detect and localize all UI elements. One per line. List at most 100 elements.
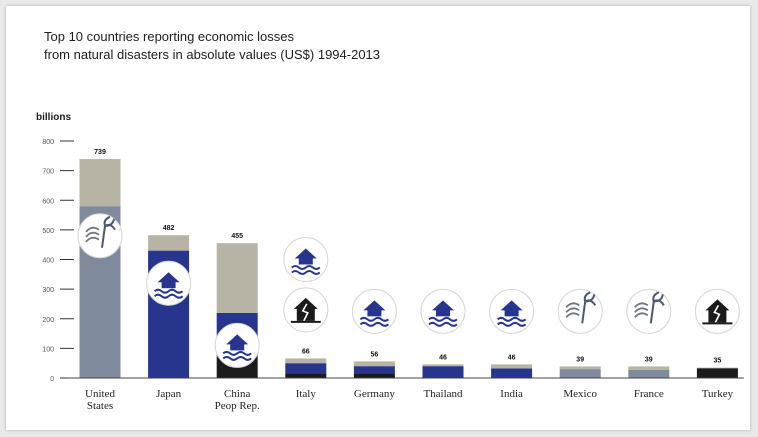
icon-circle: [557, 288, 603, 334]
bar-value-label: 35: [714, 358, 722, 365]
y-tick-label: 600: [42, 198, 54, 205]
palm-leaves: [583, 291, 597, 306]
y-tick-label: 100: [42, 346, 54, 353]
y-tick-label: 0: [50, 376, 54, 383]
wind-line: [634, 307, 649, 313]
bar-segment-other: [422, 364, 464, 367]
bar-value-label: 739: [94, 149, 106, 156]
house-roof: [226, 334, 249, 345]
flood-icon: [146, 260, 192, 306]
category-label: Mexico: [563, 388, 597, 400]
category-label: Japan: [156, 388, 182, 400]
house-body: [161, 281, 176, 289]
wind-line: [85, 226, 100, 233]
bar-segment-other: [148, 235, 190, 251]
y-tick-label: 300: [42, 287, 54, 294]
house-shape: [293, 297, 318, 321]
bar-value-label: 46: [439, 354, 447, 361]
wave: [291, 270, 321, 275]
bar-segment-flood: [491, 368, 533, 378]
bar-value-label: 56: [371, 351, 379, 358]
category-label: United: [85, 388, 115, 400]
house-body: [230, 343, 245, 351]
flood-icon: [351, 288, 397, 334]
category-label: Italy: [296, 388, 317, 400]
wave: [153, 293, 184, 299]
bar-segment-other: [628, 366, 670, 370]
chart-title-line-2: from natural disasters in absolute value…: [44, 47, 381, 62]
flood-icon: [489, 288, 535, 334]
storm-icon: [626, 288, 672, 334]
earthquake-icon: [283, 287, 329, 333]
chart-title: Top 10 countries reporting economic loss…: [44, 28, 380, 64]
palm-trunk: [649, 301, 655, 324]
bar-value-label: 39: [645, 356, 653, 363]
category-label: Peop Rep.: [215, 400, 260, 412]
bar-group: [79, 159, 121, 378]
earthquake-icon: [694, 288, 740, 334]
palm-trunk: [581, 301, 587, 324]
wave: [359, 316, 390, 322]
bar-segment-other: [79, 159, 121, 207]
bar-segment-other: [491, 364, 533, 369]
category-label: States: [87, 400, 113, 412]
icon-circle: [77, 213, 123, 259]
storm-icon: [557, 288, 603, 334]
palm-trunk: [101, 225, 106, 248]
bar-value-label: 39: [576, 356, 584, 363]
category-label: Turkey: [702, 388, 734, 400]
wind-line: [565, 312, 580, 318]
palm-leaves: [103, 215, 116, 231]
wind-line: [634, 312, 649, 318]
wind-line: [85, 231, 100, 238]
category-label: China: [224, 388, 250, 400]
house-roof: [500, 300, 523, 311]
wave: [496, 321, 527, 327]
house-roof: [363, 300, 386, 311]
y-axis-label: billions: [36, 112, 71, 123]
bar-segment-other: [285, 358, 327, 364]
bar-group: [491, 364, 533, 378]
house-shape: [705, 299, 730, 323]
house-body: [367, 309, 382, 317]
wave: [359, 321, 390, 327]
house-roof: [432, 300, 454, 311]
icon-circle: [626, 288, 672, 334]
category-label: Germany: [354, 388, 395, 400]
flood-icon: [283, 237, 329, 282]
house-roof: [294, 248, 317, 259]
y-tick-label: 800: [42, 139, 54, 146]
wave: [153, 288, 184, 294]
wave: [428, 316, 458, 322]
crack-line: [713, 304, 721, 323]
storm-icon: [77, 213, 123, 259]
house-body: [504, 309, 519, 317]
bar-group: [285, 358, 327, 378]
chart-title-line-1: Top 10 countries reporting economic loss…: [44, 29, 295, 44]
palm-leaves: [652, 291, 665, 306]
bar-segment-other: [559, 366, 601, 370]
chart-card: Top 10 countries reporting economic loss…: [6, 6, 750, 430]
category-label: India: [500, 388, 523, 400]
bar-segment-earthquake: [696, 368, 738, 378]
bar-group: [353, 361, 395, 378]
house-roof: [157, 272, 180, 283]
bar-segment-other: [216, 243, 258, 313]
wind-line: [85, 236, 100, 243]
bar-segment-other: [696, 367, 738, 369]
bar-segment-flood: [285, 363, 327, 374]
wind-line: [634, 302, 649, 308]
wave: [428, 321, 458, 327]
wave: [222, 355, 252, 361]
house-body: [298, 257, 313, 265]
bar-value-label: 455: [231, 233, 243, 240]
bar-segment-storm: [559, 369, 601, 378]
bar-segment-other: [353, 361, 395, 367]
wind-line: [565, 307, 580, 313]
bar-group: [422, 364, 464, 378]
flood-icon: [214, 322, 260, 368]
wave: [222, 350, 252, 356]
bar-segment-storm: [628, 369, 670, 378]
category-label: Thailand: [423, 388, 463, 400]
